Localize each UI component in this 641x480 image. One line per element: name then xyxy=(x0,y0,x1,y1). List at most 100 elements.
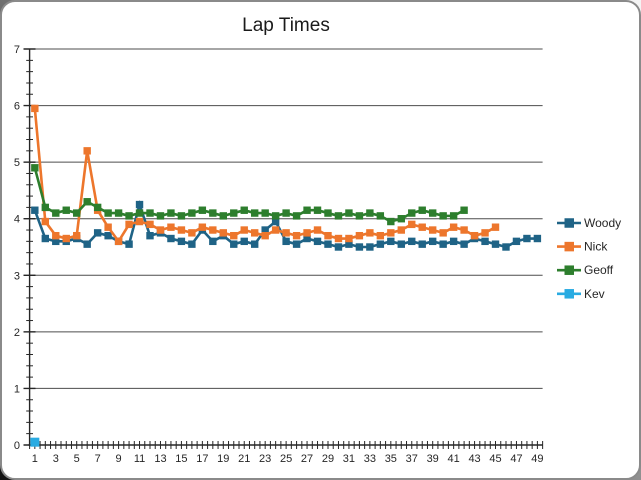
data-point-marker xyxy=(73,231,81,240)
data-point-marker xyxy=(167,209,175,217)
x-tick-label: 25 xyxy=(280,453,292,465)
data-point-marker xyxy=(313,237,322,246)
data-point-marker xyxy=(313,226,322,234)
data-point-marker xyxy=(470,231,479,240)
data-point-marker xyxy=(83,198,91,206)
data-point-marker xyxy=(303,229,311,237)
data-point-marker xyxy=(31,206,39,214)
data-point-marker xyxy=(135,217,144,226)
data-point-marker xyxy=(387,217,395,226)
data-point-marker xyxy=(481,229,489,237)
data-point-marker xyxy=(376,231,385,240)
data-point-marker xyxy=(146,209,154,217)
x-tick-label: 27 xyxy=(301,453,313,465)
data-point-marker xyxy=(408,209,416,217)
data-point-marker xyxy=(303,234,311,243)
data-point-marker xyxy=(324,231,332,240)
data-point-marker xyxy=(83,147,91,155)
data-point-marker xyxy=(188,209,196,217)
x-tick-label: 33 xyxy=(364,453,376,465)
series-kev xyxy=(30,437,40,447)
data-point-marker xyxy=(125,212,133,220)
data-point-marker xyxy=(198,223,207,231)
data-point-marker xyxy=(460,240,468,248)
data-point-marker xyxy=(251,240,259,248)
data-point-marker xyxy=(418,206,426,214)
data-point-marker xyxy=(292,231,301,240)
data-point-marker xyxy=(177,237,186,246)
data-point-marker xyxy=(240,226,248,234)
data-point-marker xyxy=(188,229,196,237)
data-point-marker xyxy=(408,220,416,229)
data-point-marker xyxy=(219,229,227,237)
data-point-marker xyxy=(355,212,364,220)
legend-label: Woody xyxy=(584,216,621,230)
data-point-marker xyxy=(491,240,500,248)
series-nick xyxy=(31,104,500,246)
legend-marker-square xyxy=(564,218,574,228)
x-tick-label: 45 xyxy=(489,453,501,465)
data-point-marker xyxy=(303,206,311,214)
y-tick-label: 0 xyxy=(14,440,20,452)
data-point-marker xyxy=(449,237,458,246)
data-point-marker xyxy=(251,209,259,217)
legend-item-nick: Nick xyxy=(557,240,608,254)
data-point-marker xyxy=(146,231,154,240)
data-point-marker xyxy=(114,209,123,217)
data-point-marker xyxy=(219,212,227,220)
legend-marker-square xyxy=(564,241,574,252)
x-tick-label: 39 xyxy=(427,453,439,465)
data-point-marker xyxy=(167,234,175,243)
data-point-marker xyxy=(93,203,102,212)
data-point-marker xyxy=(292,240,301,248)
y-tick-label: 7 xyxy=(14,44,20,56)
x-tick-label: 7 xyxy=(95,453,101,465)
data-point-marker xyxy=(418,240,426,248)
legend-item-geoff: Geoff xyxy=(557,263,614,277)
data-point-marker xyxy=(209,226,217,234)
data-point-marker xyxy=(428,226,437,234)
data-point-marker xyxy=(387,237,395,246)
data-point-marker xyxy=(428,237,437,246)
data-point-marker xyxy=(230,240,238,248)
data-point-marker xyxy=(334,234,343,243)
y-tick-label: 2 xyxy=(14,327,20,339)
data-point-marker xyxy=(481,237,489,246)
legend-label: Geoff xyxy=(584,263,614,277)
x-tick-label: 37 xyxy=(406,453,418,465)
data-point-marker xyxy=(366,229,374,237)
x-tick-label: 21 xyxy=(238,453,250,465)
data-point-marker xyxy=(93,229,102,237)
data-point-marker xyxy=(209,209,217,217)
data-point-marker xyxy=(31,164,39,172)
x-tick-label: 13 xyxy=(154,453,166,465)
data-point-marker xyxy=(523,234,531,243)
legend-marker-square xyxy=(564,265,574,275)
data-point-marker xyxy=(52,231,60,240)
legend-item-kev: Kev xyxy=(557,287,605,301)
y-tick-label: 5 xyxy=(14,157,20,169)
series-geoff xyxy=(31,164,468,226)
data-point-marker xyxy=(104,231,112,240)
data-point-marker xyxy=(418,223,426,231)
data-point-marker xyxy=(282,237,290,246)
data-point-marker xyxy=(230,209,238,217)
data-point-marker xyxy=(41,217,50,226)
y-tick-label: 1 xyxy=(14,383,20,395)
x-tick-label: 17 xyxy=(196,453,208,465)
data-point-marker xyxy=(408,237,416,246)
data-point-marker xyxy=(449,223,458,231)
data-point-marker xyxy=(439,212,447,220)
data-point-marker xyxy=(104,209,112,217)
x-tick-label: 5 xyxy=(74,453,80,465)
data-point-marker xyxy=(83,240,91,248)
data-point-marker xyxy=(31,104,39,113)
data-point-marker xyxy=(125,220,133,229)
data-point-marker xyxy=(240,206,248,214)
data-point-marker xyxy=(324,240,332,248)
data-point-marker xyxy=(376,240,385,248)
data-point-marker xyxy=(439,229,447,237)
data-point-marker xyxy=(512,237,521,246)
data-point-marker xyxy=(271,217,280,226)
